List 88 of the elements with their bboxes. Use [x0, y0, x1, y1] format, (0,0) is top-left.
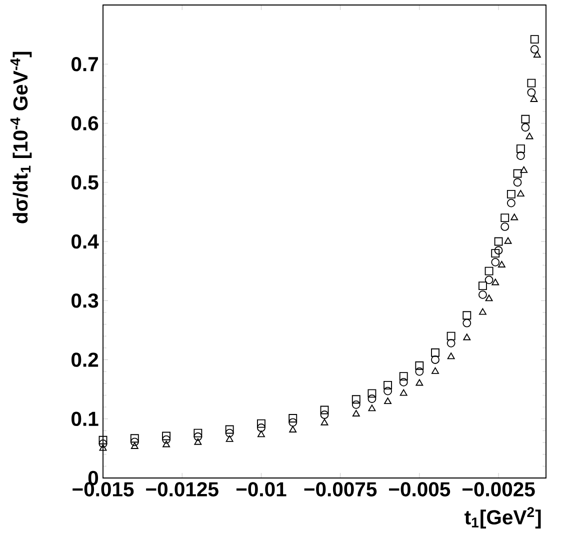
point — [521, 114, 530, 124]
y-tick-label: 0.4 — [72, 234, 99, 249]
point — [494, 246, 503, 255]
point — [500, 222, 510, 231]
point — [384, 398, 392, 404]
point — [520, 166, 528, 173]
point — [530, 35, 539, 44]
point — [462, 318, 472, 328]
y-tick-label: 0.5 — [72, 175, 98, 190]
point — [288, 414, 298, 422]
point — [399, 372, 408, 381]
point — [194, 432, 202, 441]
y-tick-label: 0.1 — [72, 412, 98, 426]
point — [384, 386, 392, 396]
point — [415, 361, 424, 370]
point — [446, 338, 456, 348]
point — [162, 435, 171, 444]
point — [130, 438, 139, 446]
y-tick-label: 0.6 — [72, 116, 98, 130]
point — [368, 389, 376, 398]
point — [256, 424, 266, 432]
point — [194, 438, 202, 445]
point — [352, 400, 360, 409]
point — [431, 348, 440, 357]
point — [510, 214, 518, 220]
point — [521, 123, 530, 132]
point — [415, 367, 424, 376]
point — [98, 436, 108, 444]
y-tick-label: 0.7 — [72, 56, 98, 72]
x-tick-label: −0.01 — [236, 482, 286, 496]
point — [368, 394, 376, 403]
point — [478, 308, 486, 315]
point — [258, 430, 265, 438]
point — [530, 45, 539, 54]
point — [513, 169, 522, 178]
point — [494, 237, 503, 246]
point — [500, 214, 510, 222]
point — [320, 418, 328, 426]
point — [130, 434, 139, 443]
point — [516, 152, 525, 160]
x-tick-label: −0.0025 — [462, 482, 535, 496]
point — [530, 95, 538, 102]
x-tick-label: −0.0125 — [146, 482, 218, 496]
y-tick-label: 0.2 — [72, 352, 98, 367]
point — [478, 282, 487, 290]
y-tick-label: 0.3 — [72, 293, 98, 308]
x-tick-label: −0.005 — [389, 482, 450, 496]
point — [320, 410, 329, 419]
point — [447, 352, 455, 360]
point — [431, 356, 440, 364]
point — [162, 432, 171, 440]
point — [484, 266, 494, 276]
point — [463, 334, 471, 340]
point — [352, 395, 360, 404]
point — [98, 439, 108, 448]
point — [368, 404, 376, 412]
x-axis-title: t$_{1}$[GeV$^{2}$] — [464, 507, 541, 528]
point — [504, 237, 512, 244]
point — [516, 144, 525, 153]
point — [516, 190, 524, 197]
point — [225, 428, 234, 438]
point — [225, 425, 234, 434]
y-axis-title: dσ/dt$_{1}$ [10$^{-4}$ GeV$^{-4}$] — [10, 52, 32, 224]
point — [446, 332, 456, 340]
point — [130, 442, 138, 449]
point — [352, 410, 360, 416]
point — [288, 418, 298, 427]
point — [527, 88, 536, 97]
point — [320, 406, 329, 414]
point — [289, 426, 297, 432]
point — [432, 367, 439, 374]
point — [226, 435, 234, 442]
point — [506, 198, 516, 208]
point — [526, 132, 534, 140]
point — [527, 78, 536, 88]
point — [513, 178, 522, 187]
point — [194, 428, 202, 438]
point — [256, 419, 266, 428]
point — [416, 379, 424, 386]
point — [491, 249, 500, 258]
point — [506, 190, 516, 198]
point — [399, 378, 408, 386]
point — [462, 311, 472, 320]
x-tick-label: −0.0075 — [304, 482, 377, 496]
point — [400, 389, 408, 396]
point — [162, 440, 170, 448]
point — [99, 444, 107, 451]
point — [384, 380, 392, 390]
